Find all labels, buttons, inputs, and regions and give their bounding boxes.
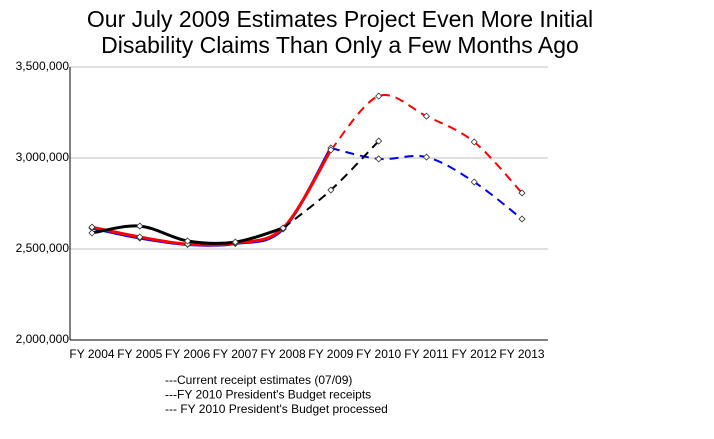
y-tick-label: 3,500,000: [16, 59, 70, 73]
x-tick-label: FY 2011: [404, 347, 449, 361]
x-tick-label: FY 2004: [69, 347, 114, 361]
legend-label: ---FY 2010 President's Budget receipts: [165, 388, 371, 402]
series-line: [91, 147, 333, 247]
x-tick-label: FY 2009: [308, 347, 353, 361]
point-marker: [375, 137, 383, 145]
point-marker: [183, 237, 192, 245]
point-marker: [279, 224, 287, 232]
series-line: [282, 140, 380, 229]
point-marker: [327, 146, 335, 154]
series-line: [330, 94, 523, 194]
point-marker: [422, 112, 431, 120]
x-tick-label: FY 2012: [452, 347, 497, 361]
point-marker: [470, 138, 478, 146]
point-marker: [375, 92, 383, 100]
chart-title: Our July 2009 Estimates Project Even Mor…: [87, 6, 593, 32]
chart-title: Disability Claims Than Only a Few Months…: [101, 32, 579, 58]
point-marker: [88, 229, 96, 237]
point-marker: [231, 238, 239, 246]
y-tick-label: 2,500,000: [16, 241, 70, 255]
y-tick-label: 2,000,000: [16, 332, 70, 346]
series-line: [91, 149, 333, 247]
point-marker: [518, 215, 526, 223]
legend-label: ---Current receipt estimates (07/09): [165, 373, 352, 387]
point-marker: [518, 189, 526, 197]
point-marker: [470, 178, 478, 186]
x-tick-label: FY 2006: [165, 347, 210, 361]
x-tick-label: FY 2010: [356, 347, 401, 361]
point-marker: [136, 233, 144, 241]
point-marker: [422, 153, 431, 161]
point-marker: [327, 186, 335, 194]
x-tick-label: FY 2005: [117, 347, 162, 361]
x-tick-label: FY 2007: [213, 347, 258, 361]
x-tick-label: FY 2013: [499, 347, 544, 361]
point-marker: [136, 222, 144, 230]
legend-label: --- FY 2010 President's Budget processed: [165, 402, 388, 416]
y-tick-label: 3,000,000: [16, 150, 70, 164]
point-marker: [375, 155, 383, 163]
x-tick-label: FY 2008: [261, 347, 306, 361]
